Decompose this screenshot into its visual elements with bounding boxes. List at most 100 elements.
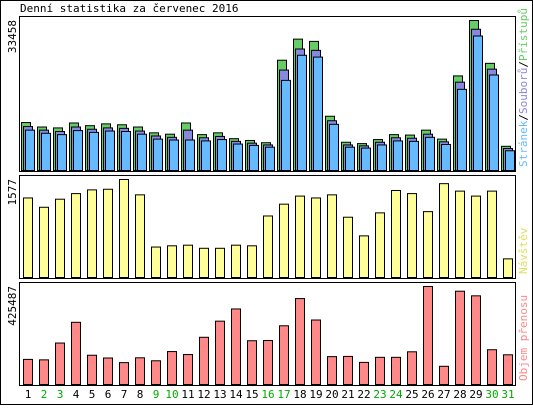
y-max-label-visits: 1577 xyxy=(6,179,19,206)
legend-files: Souborů xyxy=(517,68,530,114)
x-tick-day-22: 22 xyxy=(357,388,370,401)
bar-visits-day-22 xyxy=(359,235,369,278)
bar-kbytes-day-26 xyxy=(423,286,433,385)
x-tick-day-15: 15 xyxy=(245,388,258,401)
bar-visits-day-30 xyxy=(487,190,497,279)
bar-visits-day-11 xyxy=(183,244,193,279)
bar-pages-day-2 xyxy=(41,132,51,171)
bar-visits-day-25 xyxy=(407,193,417,279)
bar-visits-day-23 xyxy=(375,212,385,278)
bar-visits-day-10 xyxy=(167,245,177,279)
bar-visits-day-9 xyxy=(151,246,161,278)
bar-visits-day-29 xyxy=(471,195,481,279)
bar-kbytes-day-6 xyxy=(103,357,113,385)
bar-pages-day-6 xyxy=(105,130,115,171)
legend-sep-1: / xyxy=(517,114,530,121)
bar-pages-day-24 xyxy=(393,140,403,171)
bar-kbytes-day-28 xyxy=(455,290,465,386)
bar-visits-day-19 xyxy=(311,197,321,278)
bar-kbytes-day-10 xyxy=(167,351,177,386)
bar-kbytes-day-29 xyxy=(471,295,481,385)
bar-kbytes-day-30 xyxy=(487,349,497,386)
bar-pages-day-1 xyxy=(25,129,35,172)
legend-kbytes: Objem přenosu xyxy=(517,295,530,381)
x-tick-day-18: 18 xyxy=(293,388,306,401)
y-max-label-kbytes: 425487 xyxy=(6,286,19,326)
bar-kbytes-day-21 xyxy=(343,355,353,385)
bar-visits-day-20 xyxy=(327,194,337,278)
bar-visits-day-4 xyxy=(71,193,81,279)
bar-visits-day-27 xyxy=(439,183,449,278)
x-tick-day-19: 19 xyxy=(309,388,322,401)
bar-kbytes-day-14 xyxy=(231,308,241,385)
legend-visits: Návštěv xyxy=(517,227,530,274)
bar-pages-day-28 xyxy=(457,88,467,171)
bar-visits-day-1 xyxy=(23,197,33,278)
bar-pages-day-20 xyxy=(329,123,339,171)
bar-kbytes-day-27 xyxy=(439,365,449,386)
x-tick-day-26: 26 xyxy=(421,388,434,401)
bar-kbytes-day-8 xyxy=(135,357,145,385)
bar-kbytes-day-13 xyxy=(215,320,225,386)
bar-pages-day-19 xyxy=(313,56,323,171)
x-tick-day-11: 11 xyxy=(181,388,194,401)
bar-pages-day-23 xyxy=(377,144,387,171)
bar-pages-day-26 xyxy=(425,136,435,172)
bar-pages-day-13 xyxy=(217,139,227,171)
bar-visits-day-17 xyxy=(279,203,289,279)
x-tick-day-17: 17 xyxy=(277,388,290,401)
bar-pages-day-4 xyxy=(73,130,83,171)
legend-sep-2: / xyxy=(517,61,530,68)
x-tick-day-13: 13 xyxy=(213,388,226,401)
x-tick-day-21: 21 xyxy=(341,388,354,401)
bar-visits-day-6 xyxy=(103,188,113,278)
bar-pages-day-21 xyxy=(345,146,355,172)
bar-kbytes-day-17 xyxy=(279,325,289,386)
x-tick-day-12: 12 xyxy=(197,388,210,401)
bar-pages-day-15 xyxy=(249,144,259,171)
bar-pages-day-8 xyxy=(137,133,147,172)
chart-title: Denní statistika za červenec 2016 xyxy=(20,2,239,15)
bar-visits-day-5 xyxy=(87,189,97,278)
x-tick-day-4: 4 xyxy=(73,388,80,401)
bar-kbytes-day-15 xyxy=(247,340,257,385)
bar-pages-day-5 xyxy=(89,131,99,171)
y-max-label-hits: 33458 xyxy=(6,20,19,53)
x-tick-day-31: 31 xyxy=(501,388,514,401)
bar-pages-day-10 xyxy=(169,139,179,172)
bar-pages-day-9 xyxy=(153,138,163,171)
legend-pages: Stránek xyxy=(517,120,530,167)
bar-pages-day-29 xyxy=(473,35,483,171)
bar-kbytes-day-7 xyxy=(119,362,129,386)
bar-visits-day-14 xyxy=(231,244,241,279)
x-tick-day-14: 14 xyxy=(229,388,243,401)
bar-visits-day-2 xyxy=(39,206,49,278)
bar-visits-day-8 xyxy=(135,194,145,278)
bar-visits-day-18 xyxy=(295,195,305,279)
x-tick-day-25: 25 xyxy=(405,388,418,401)
bar-pages-day-3 xyxy=(57,134,67,171)
x-tick-day-3: 3 xyxy=(57,388,64,401)
bar-kbytes-day-20 xyxy=(327,356,337,386)
bar-pages-day-18 xyxy=(297,54,307,171)
bar-visits-day-15 xyxy=(247,245,257,279)
bar-pages-day-31 xyxy=(505,150,515,171)
bar-visits-day-13 xyxy=(215,247,225,279)
bar-kbytes-day-22 xyxy=(359,361,369,385)
bar-pages-day-17 xyxy=(281,79,291,171)
x-tick-day-27: 27 xyxy=(437,388,450,401)
bar-kbytes-day-1 xyxy=(23,358,33,386)
x-tick-day-7: 7 xyxy=(121,388,128,401)
x-tick-day-9: 9 xyxy=(153,388,160,401)
bar-kbytes-day-12 xyxy=(199,336,209,385)
bar-pages-day-14 xyxy=(233,143,243,171)
legend-hits: Přístupů xyxy=(517,8,530,61)
bar-kbytes-day-11 xyxy=(183,354,193,385)
bar-pages-day-30 xyxy=(489,74,499,171)
bar-kbytes-day-3 xyxy=(55,342,65,385)
x-tick-day-20: 20 xyxy=(325,388,338,401)
bar-visits-day-26 xyxy=(423,211,433,279)
bar-pages-day-25 xyxy=(409,140,419,172)
x-tick-day-1: 1 xyxy=(25,388,32,401)
